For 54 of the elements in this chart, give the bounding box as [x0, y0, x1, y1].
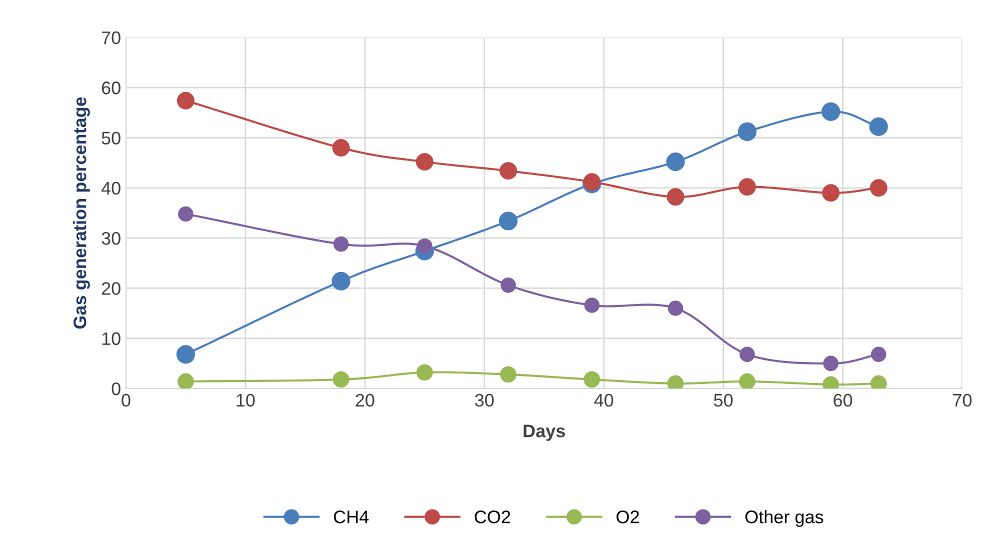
- y-tick-label: 60: [102, 82, 120, 94]
- point: [870, 346, 886, 362]
- point: [178, 206, 194, 222]
- x-axis-title: Days: [524, 424, 565, 441]
- point: [823, 356, 838, 372]
- point: [870, 375, 887, 389]
- point: [500, 366, 516, 383]
- y-tick-label: 10: [102, 332, 120, 346]
- point: [332, 272, 350, 290]
- point: [739, 373, 756, 389]
- point: [178, 373, 194, 389]
- legend-label: O2: [616, 510, 639, 524]
- y-tick-label: 70: [102, 31, 120, 44]
- x-tick-label: 50: [714, 394, 733, 407]
- x-tick-label: 70: [953, 394, 972, 407]
- point: [666, 152, 685, 172]
- point: [667, 375, 684, 389]
- x-tick-label: 10: [236, 394, 255, 407]
- x-tick-label: 0: [122, 394, 130, 407]
- point: [176, 345, 196, 364]
- x-tick-label: 60: [834, 394, 852, 407]
- point: [332, 139, 350, 157]
- x-tick-label: 20: [356, 394, 374, 407]
- point: [822, 102, 840, 121]
- point: [870, 179, 888, 197]
- point: [498, 212, 518, 230]
- point: [333, 236, 349, 252]
- legend-label: CO2: [474, 510, 510, 524]
- point: [740, 346, 755, 362]
- y-tick-label: 20: [102, 282, 120, 295]
- point: [668, 300, 684, 316]
- point: [416, 153, 434, 171]
- y-tick-label: 0: [112, 382, 120, 396]
- legend-label: Other gas: [745, 510, 824, 527]
- point: [500, 278, 516, 293]
- point: [869, 117, 888, 136]
- point: [738, 122, 757, 142]
- x-tick-label: 30: [475, 394, 494, 407]
- point: [822, 184, 840, 202]
- point: [332, 371, 350, 388]
- legend-label: CH4: [334, 510, 369, 524]
- point: [176, 92, 194, 110]
- point: [500, 162, 518, 180]
- y-tick-label: 50: [102, 132, 120, 144]
- point: [584, 371, 600, 388]
- point: [738, 178, 756, 196]
- y-tick-label: 30: [102, 232, 120, 245]
- x-tick-label: 40: [594, 394, 614, 407]
- point: [417, 238, 432, 254]
- y-axis-title: Gas generation percentage: [73, 97, 90, 329]
- y-tick-label: 40: [101, 182, 120, 195]
- point: [584, 298, 600, 313]
- point: [416, 364, 433, 381]
- point: [666, 188, 684, 206]
